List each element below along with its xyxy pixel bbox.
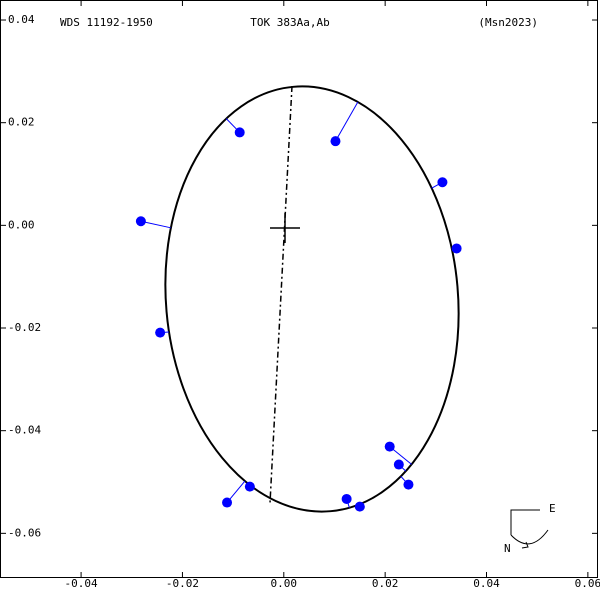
observation-point bbox=[244, 481, 255, 492]
compass bbox=[510, 509, 549, 545]
line-of-nodes bbox=[269, 85, 293, 504]
y-tick-label: 0.04 bbox=[8, 13, 35, 26]
x-tick-label: 0.00 bbox=[271, 577, 298, 590]
compass-east: E bbox=[549, 502, 556, 515]
observation-point bbox=[384, 441, 395, 452]
orbit-ellipse bbox=[164, 85, 460, 513]
observation-point bbox=[234, 127, 245, 138]
observation-point bbox=[403, 479, 414, 490]
observation-point bbox=[155, 327, 166, 338]
observation-point bbox=[330, 136, 341, 147]
residual-line bbox=[140, 220, 171, 229]
observation-point bbox=[135, 216, 146, 227]
observation-point bbox=[437, 177, 448, 188]
x-tick-label: 0.02 bbox=[372, 577, 399, 590]
y-tick-label: -0.02 bbox=[8, 321, 41, 334]
chart-title: WDS 11192-1950 bbox=[60, 16, 153, 29]
y-tick-label: -0.04 bbox=[8, 424, 41, 437]
x-tick-label: 0.06 bbox=[575, 577, 600, 590]
observation-point bbox=[222, 497, 233, 508]
observation-point bbox=[354, 501, 365, 512]
chart-subtitle: TOK 383Aa,Ab bbox=[250, 16, 329, 29]
plot-frame bbox=[0, 0, 598, 578]
observation-point bbox=[393, 459, 404, 470]
y-tick-label: 0.00 bbox=[8, 218, 35, 231]
observation-point bbox=[451, 243, 462, 254]
observation-point bbox=[341, 493, 352, 504]
reference: (Msn2023) bbox=[478, 16, 538, 29]
compass-north: N bbox=[504, 542, 511, 555]
x-tick-label: 0.04 bbox=[473, 577, 500, 590]
compass-arrow bbox=[521, 541, 529, 549]
y-tick-label: -0.06 bbox=[8, 526, 41, 539]
y-tick-label: 0.02 bbox=[8, 116, 35, 129]
x-tick-label: -0.02 bbox=[166, 577, 199, 590]
x-tick-label: -0.04 bbox=[65, 577, 98, 590]
residual-line bbox=[335, 101, 359, 142]
